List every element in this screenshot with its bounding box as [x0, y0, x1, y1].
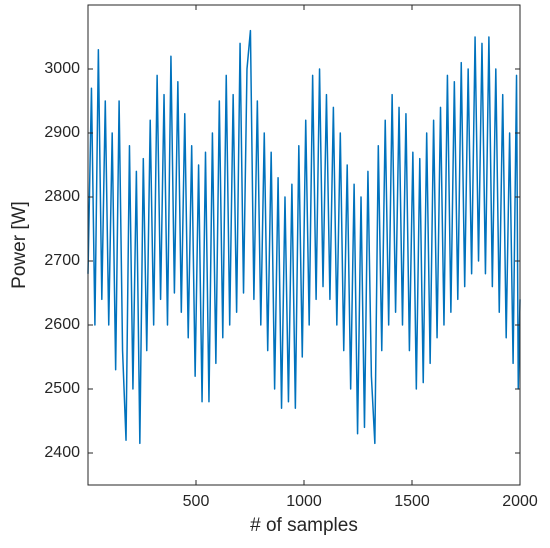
y-tick-label: 2800: [44, 188, 80, 205]
y-tick-label: 3000: [44, 60, 80, 77]
y-tick-label: 2900: [44, 124, 80, 141]
data-line: [87, 29, 521, 445]
y-axis-title: Power [W]: [9, 201, 30, 289]
x-tick-label: 1000: [286, 493, 322, 510]
x-tick-label: 500: [183, 493, 210, 510]
x-tick-label: 2000: [502, 493, 538, 510]
axes-frame: [87, 4, 521, 486]
x-axis-title: # of samples: [250, 515, 358, 536]
x-tick-label: 1500: [394, 493, 430, 510]
y-tick-label: 2500: [44, 380, 80, 397]
y-tick-label: 2700: [44, 252, 80, 269]
y-tick-label: 2400: [44, 444, 80, 461]
y-tick-label: 2600: [44, 316, 80, 333]
